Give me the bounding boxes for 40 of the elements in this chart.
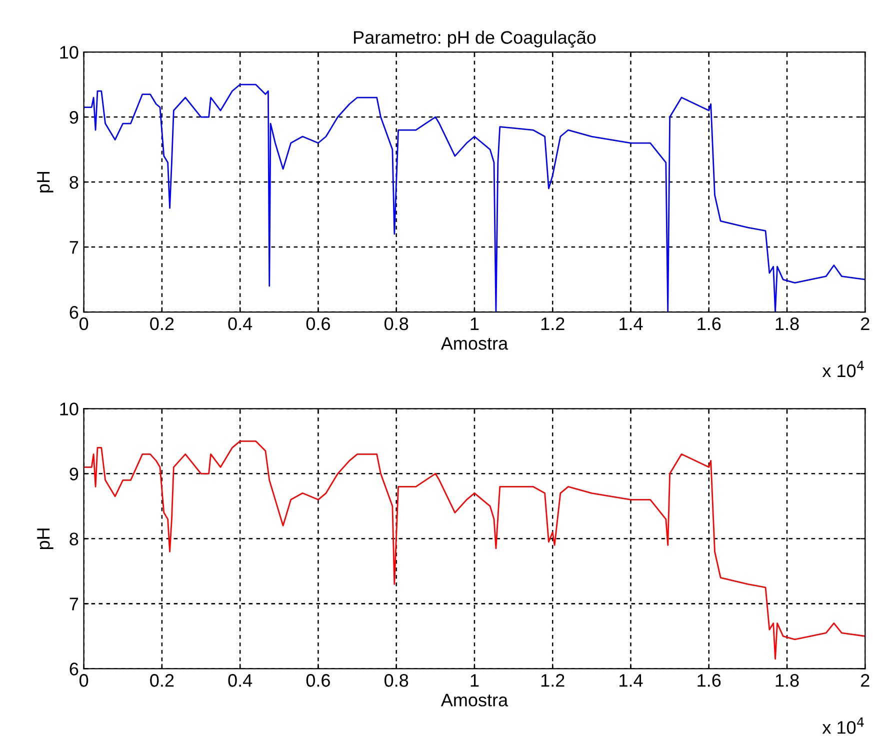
x-tick-label: 0 xyxy=(79,674,88,687)
y-axis-title: pH xyxy=(37,172,54,192)
x-tick-label: 0.4 xyxy=(228,317,252,330)
x-tick-label: 0.8 xyxy=(384,674,408,687)
x-axis-title: Amostra xyxy=(440,337,508,350)
text: x 10$^{4}$ xyxy=(822,360,864,378)
y-tick-label: 8 xyxy=(70,532,78,546)
x-tick-label: 1.8 xyxy=(776,674,799,687)
x-tick-label: 2 xyxy=(861,674,870,687)
y-tick-label: 7 xyxy=(70,598,78,610)
y-tick-label: 6 xyxy=(70,662,78,676)
x-tick-label: 1 xyxy=(470,318,479,330)
y-tick-label: 10 xyxy=(60,46,78,59)
x-tick-label: 1.6 xyxy=(698,317,721,330)
x-tick-label: 1.8 xyxy=(776,317,799,330)
y-axis-title: pH xyxy=(37,528,54,550)
x-tick-label: 0.6 xyxy=(306,674,330,687)
x-tick-label: 1.6 xyxy=(698,674,721,687)
x-tick-label: 2 xyxy=(861,317,870,330)
text: x 10$^{4}$ xyxy=(822,718,864,734)
y-tick-label: 10 xyxy=(60,402,78,416)
x-axis-title: Amostra xyxy=(440,694,508,706)
x-tick-label: 0.8 xyxy=(384,317,408,330)
x-tick-label: 1.2 xyxy=(541,317,564,330)
line-series xyxy=(84,440,866,660)
x-tick-label: 0.2 xyxy=(150,317,174,330)
x-tick-label: 1.2 xyxy=(541,674,564,687)
x-tick-label: 0.2 xyxy=(150,674,174,687)
y-tick-label: 8 xyxy=(70,176,78,189)
y-tick-label: 7 xyxy=(70,241,78,254)
x-tick-label: 1.4 xyxy=(620,674,643,687)
x-tick-label: 0.6 xyxy=(306,317,330,330)
y-tick-label: 9 xyxy=(70,110,78,124)
y-tick-label: 9 xyxy=(70,468,78,480)
y-tick-label: 6 xyxy=(70,306,78,319)
x-tick-label: 0 xyxy=(79,317,88,330)
x-tick-label: 1 xyxy=(470,674,479,687)
chart-title: Parametro: pH de Coagulação xyxy=(354,30,596,48)
x-tick-label: 1.4 xyxy=(620,318,643,330)
x-tick-label: 0.4 xyxy=(228,674,252,687)
